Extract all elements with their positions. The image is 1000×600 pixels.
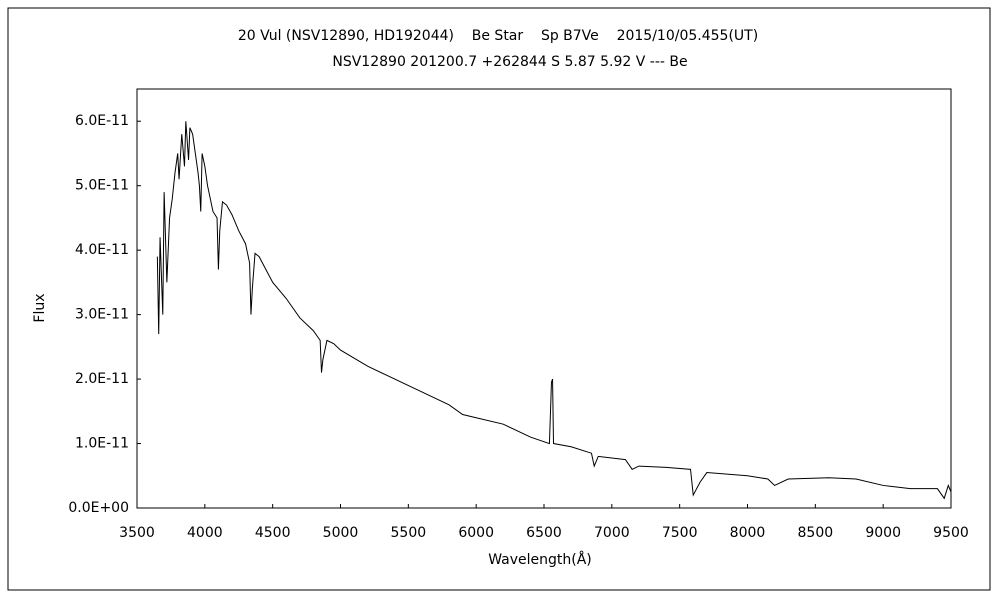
x-tick-label: 9000 [865,525,901,541]
frame [7,7,991,591]
x-tick-label: 4500 [255,525,291,541]
x-tick-label: 5500 [391,525,427,541]
x-tick-label: 7000 [594,525,630,541]
x-tick-label: 8500 [798,525,834,541]
x-tick-label: 8000 [730,525,766,541]
x-tick-label: 4000 [187,525,223,541]
x-tick-label: 5000 [323,525,359,541]
y-axis-label: Flux [32,293,48,322]
y-tick-label: 2.0E-11 [75,371,129,387]
x-tick-label: 6000 [458,525,494,541]
y-tick-label: 4.0E-11 [75,242,129,258]
x-axis-label: Wavelength(Å) [488,551,592,568]
chart-title: 20 Vul (NSV12890, HD192044) Be Star Sp B… [238,28,758,44]
y-tick-label: 3.0E-11 [75,307,129,323]
spectrum-line [156,121,952,500]
y-tick-label: 1.0E-11 [75,436,129,452]
x-tick-label: 7500 [662,525,698,541]
chart-subtitle: NSV12890 201200.7 +262844 S 5.87 5.92 V … [332,54,687,70]
x-tick-label: 6500 [526,525,562,541]
y-tick-label: 0.0E+00 [68,500,129,516]
y-tick-label: 6.0E-11 [75,113,129,129]
x-tick-label: 9500 [933,525,969,541]
y-tick-label: 5.0E-11 [75,178,129,194]
x-tick-label: 3500 [119,525,155,541]
